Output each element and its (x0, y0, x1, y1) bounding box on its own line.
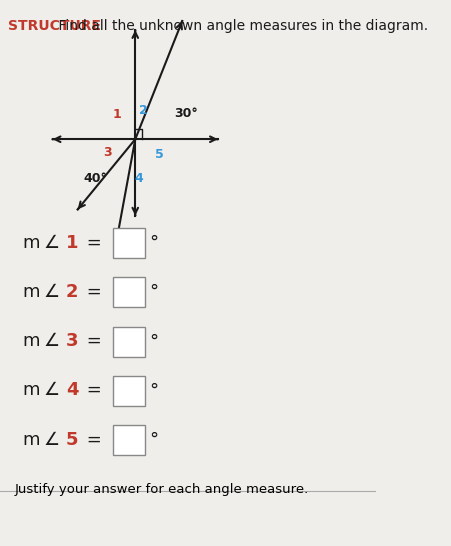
Text: =: = (81, 333, 101, 350)
Text: m: m (23, 431, 40, 448)
Text: m: m (23, 234, 40, 252)
Text: 2: 2 (139, 104, 148, 117)
Text: 1: 1 (113, 108, 122, 121)
Text: Justify your answer for each angle measure.: Justify your answer for each angle measu… (15, 483, 309, 496)
Text: Find all the unknown angle measures in the diagram.: Find all the unknown angle measures in t… (55, 19, 428, 33)
Text: 40°: 40° (84, 172, 108, 185)
Text: ∠: ∠ (43, 234, 60, 252)
Text: °: ° (150, 431, 159, 448)
Text: 30°: 30° (174, 106, 198, 120)
FancyBboxPatch shape (113, 327, 145, 357)
Text: =: = (81, 283, 101, 301)
Text: STRUCTURE: STRUCTURE (8, 19, 101, 33)
FancyBboxPatch shape (113, 425, 145, 455)
Text: =: = (81, 431, 101, 448)
Text: °: ° (150, 333, 159, 350)
Text: 5: 5 (66, 431, 78, 448)
Text: =: = (81, 234, 101, 252)
Text: 4: 4 (66, 382, 78, 399)
Text: ∠: ∠ (43, 283, 60, 301)
Text: 1: 1 (66, 234, 78, 252)
FancyBboxPatch shape (113, 277, 145, 307)
Text: °: ° (150, 234, 159, 252)
Text: ∠: ∠ (43, 382, 60, 399)
FancyBboxPatch shape (113, 376, 145, 406)
Text: 3: 3 (103, 146, 111, 159)
Text: m: m (23, 283, 40, 301)
Text: m: m (23, 333, 40, 350)
Text: 3: 3 (66, 333, 78, 350)
Text: m: m (23, 382, 40, 399)
Text: °: ° (150, 382, 159, 399)
Text: 4: 4 (135, 172, 143, 185)
Text: ∠: ∠ (43, 431, 60, 448)
FancyBboxPatch shape (113, 228, 145, 258)
Text: 5: 5 (155, 148, 164, 161)
Text: ∠: ∠ (43, 333, 60, 350)
Text: 2: 2 (66, 283, 78, 301)
Text: °: ° (150, 283, 159, 301)
Text: =: = (81, 382, 101, 399)
